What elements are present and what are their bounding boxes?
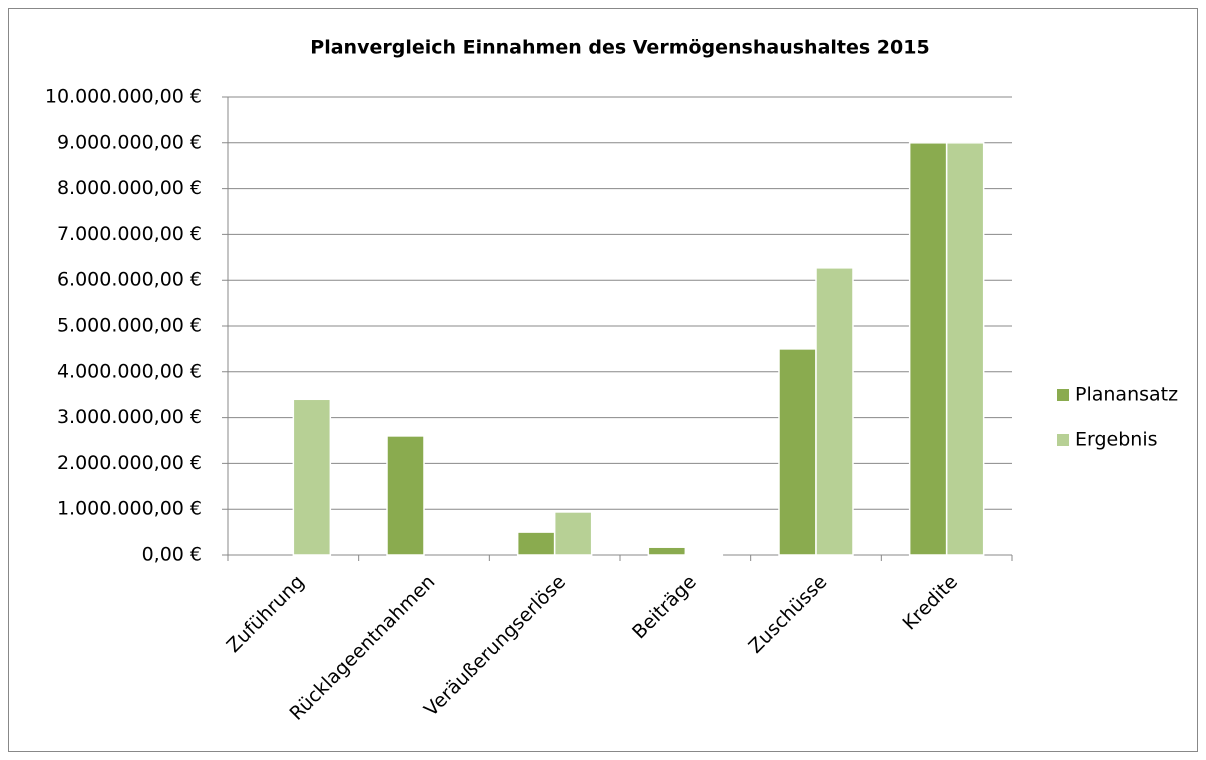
y-tick-label: 5.000.000,00 € [57, 315, 202, 337]
y-tick-label: 1.000.000,00 € [57, 498, 202, 520]
bar [778, 348, 817, 556]
legend-label: Ergebnis [1075, 429, 1158, 451]
y-tick-label: 9.000.000,00 € [57, 131, 202, 153]
legend-label: Planansatz [1075, 384, 1178, 406]
bar [292, 398, 332, 556]
y-tick-label: 2.000.000,00 € [57, 452, 202, 474]
bar [647, 546, 687, 556]
bar [516, 531, 556, 556]
y-tick-label: 4.000.000,00 € [57, 360, 202, 382]
y-tick-label: 8.000.000,00 € [57, 177, 202, 199]
bar [684, 552, 724, 556]
legend-swatch [1057, 389, 1069, 401]
bar [945, 142, 985, 556]
y-tick-label: 3.000.000,00 € [57, 406, 202, 428]
chart-border [8, 8, 1198, 752]
bar [553, 511, 593, 556]
bar [386, 435, 425, 556]
y-tick-label: 6.000.000,00 € [57, 269, 202, 291]
y-tick-label: 10.000.000,00 € [45, 86, 202, 108]
bar [908, 142, 948, 556]
bar [815, 267, 854, 556]
legend-swatch [1057, 434, 1069, 446]
chart-title: Planvergleich Einnahmen des Vermögenshau… [310, 37, 929, 59]
y-tick-label: 7.000.000,00 € [57, 223, 202, 245]
y-tick-label: 0,00 € [142, 544, 202, 566]
